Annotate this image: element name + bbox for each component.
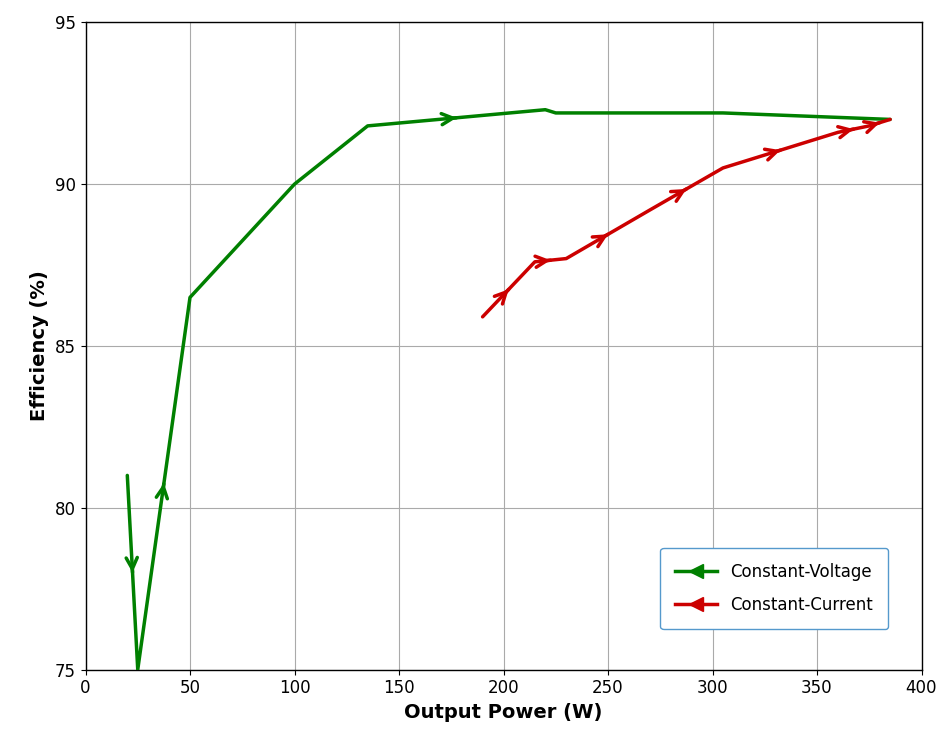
X-axis label: Output Power (W): Output Power (W) xyxy=(405,703,602,722)
Y-axis label: Efficiency (%): Efficiency (%) xyxy=(30,271,49,421)
Legend: Constant-Voltage, Constant-Current: Constant-Voltage, Constant-Current xyxy=(660,548,888,629)
